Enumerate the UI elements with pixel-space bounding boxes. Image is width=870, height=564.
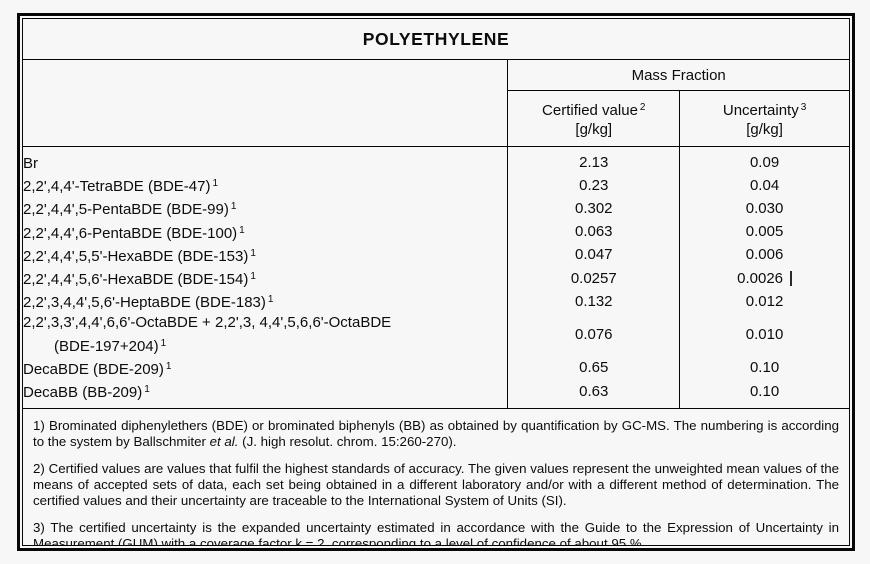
- footnote-ref-1: 1: [250, 271, 256, 283]
- certified-value: 0.132: [507, 290, 681, 314]
- analyte-name: DecaBDE (BDE-209) 1: [23, 356, 509, 381]
- analyte-name: 2,2',4,4',5,5'-HexaBDE (BDE-153) 1: [23, 243, 509, 268]
- table-row: 2,2',4,4',5,5'-HexaBDE (BDE-153) 1 0.047 …: [23, 243, 849, 268]
- certified-value: 0.076: [507, 313, 681, 357]
- uncertainty-label: Uncertainty 3: [722, 102, 807, 119]
- analyte-name: 2,2',3,4,4',5,6'-HeptaBDE (BDE-183) 1: [23, 290, 509, 314]
- certified-value: 0.063: [507, 220, 681, 244]
- uncertainty-value: 0.04: [749, 176, 780, 194]
- footnote-ref-3: 3: [800, 102, 807, 113]
- table-row: 2,2',4,4',5-PentaBDE (BDE-99) 1 0.302 0.0…: [23, 197, 849, 221]
- footnote-ref-1: 1: [239, 224, 245, 236]
- footnote-ref-1: 1: [144, 384, 150, 396]
- certified-value-unit: [g/kg]: [575, 121, 613, 138]
- footnote-ref-1: 1: [250, 247, 256, 259]
- uncertainty-value: 0.005: [745, 223, 784, 241]
- footnote-2: 2) Certified values are values that fulf…: [33, 461, 839, 508]
- header-empty-cell: [23, 59, 509, 147]
- certificate-outer-border: POLYETHYLENE Mass Fraction Certified val…: [17, 13, 855, 551]
- uncertainty-value: 0.010: [745, 326, 784, 344]
- certified-value: 0.0257: [507, 267, 681, 291]
- table-row: 2,2',3,4,4',5,6'-HeptaBDE (BDE-183) 1 0.1…: [23, 290, 849, 314]
- table-row: 2,2',4,4'-TetraBDE (BDE-47) 1 0.23 0.04: [23, 174, 849, 198]
- table-row: DecaBDE (BDE-209) 1 0.65 0.10: [23, 356, 849, 381]
- uncertainty-value: 0.10: [749, 359, 780, 377]
- footnote-ref-2: 2: [639, 102, 646, 113]
- table-row: DecaBB (BB-209) 1 0.63 0.10: [23, 380, 849, 410]
- table-row: 2,2',4,4',5,6'-HexaBDE (BDE-154) 1 0.0257…: [23, 267, 849, 291]
- analyte-name: Br: [23, 146, 509, 175]
- analyte-name: 2,2',4,4',5-PentaBDE (BDE-99) 1: [23, 197, 509, 221]
- uncertainty-value: 0.030: [745, 199, 784, 217]
- footnote-ref-1: 1: [165, 360, 172, 372]
- footnote-ref-1: 1: [267, 294, 274, 306]
- certified-value-header: Certified value 2 [g/kg]: [507, 90, 681, 147]
- uncertainty-header: Uncertainty 3 [g/kg]: [679, 90, 849, 147]
- analyte-name: 2,2',3,3',4,4',6,6'-OctaBDE + 2,2',3, 4,…: [23, 313, 509, 357]
- uncertainty-value: 0.0026: [680, 267, 849, 290]
- analyte-name-line1: 2,2',3,3',4,4',6,6'-OctaBDE + 2,2',3, 4,…: [23, 314, 392, 332]
- certified-value: 0.65: [507, 356, 681, 381]
- table-row: 2,2',3,3',4,4',6,6'-OctaBDE + 2,2',3, 4,…: [23, 313, 849, 357]
- certified-value: 0.047: [507, 243, 681, 268]
- analyte-name: 2,2',4,4'-TetraBDE (BDE-47) 1: [23, 174, 509, 198]
- footnote-1: 1) Brominated diphenylethers (BDE) or br…: [33, 418, 839, 449]
- footnotes-section: 1) Brominated diphenylethers (BDE) or br…: [23, 409, 849, 546]
- certified-value-label: Certified value 2: [542, 102, 646, 119]
- uncertainty-value: 0.006: [745, 246, 784, 264]
- mass-fraction-header: Mass Fraction: [507, 59, 849, 91]
- certified-value: 2.13: [507, 146, 681, 175]
- subheader-row: Certified value 2 [g/kg] Uncertainty 3 [g/…: [23, 90, 849, 147]
- mass-fraction-row: Mass Fraction: [23, 59, 849, 147]
- table-row: Br 2.13 0.09: [23, 146, 849, 175]
- certificate-table: POLYETHYLENE Mass Fraction Certified val…: [23, 19, 849, 410]
- uncertainty-value: 0.10: [679, 380, 849, 410]
- uncertainty-value: 0.012: [745, 292, 784, 310]
- footnote-ref-1: 1: [230, 201, 237, 213]
- uncertainty-value: 0.09: [749, 153, 780, 171]
- table-row: 2,2',4,4',6-PentaBDE (BDE-100) 1 0.063 0.…: [23, 220, 849, 244]
- certified-value: 0.63: [507, 380, 681, 410]
- analyte-name: 2,2',4,4',6-PentaBDE (BDE-100) 1: [23, 220, 509, 244]
- certificate-inner-border: POLYETHYLENE Mass Fraction Certified val…: [22, 18, 850, 546]
- uncertainty-unit: [g/kg]: [746, 121, 783, 138]
- analyte-name: DecaBB (BB-209) 1: [23, 380, 509, 410]
- title-row: POLYETHYLENE: [23, 19, 849, 60]
- footnote-ref-1: 1: [160, 337, 167, 349]
- page-title: POLYETHYLENE: [23, 19, 849, 60]
- footnote-3: 3) The certified uncertainty is the expa…: [33, 520, 839, 546]
- certified-value: 0.23: [507, 174, 681, 198]
- analyte-name-line2: (BDE-197+204) 1: [54, 337, 167, 355]
- footnote-1-italic: et al.: [209, 433, 239, 449]
- analyte-name: 2,2',4,4',5,6'-HexaBDE (BDE-154) 1: [23, 267, 509, 291]
- stray-cursor-mark: [790, 270, 793, 286]
- footnote-ref-1: 1: [212, 178, 219, 190]
- certified-value: 0.302: [507, 197, 681, 221]
